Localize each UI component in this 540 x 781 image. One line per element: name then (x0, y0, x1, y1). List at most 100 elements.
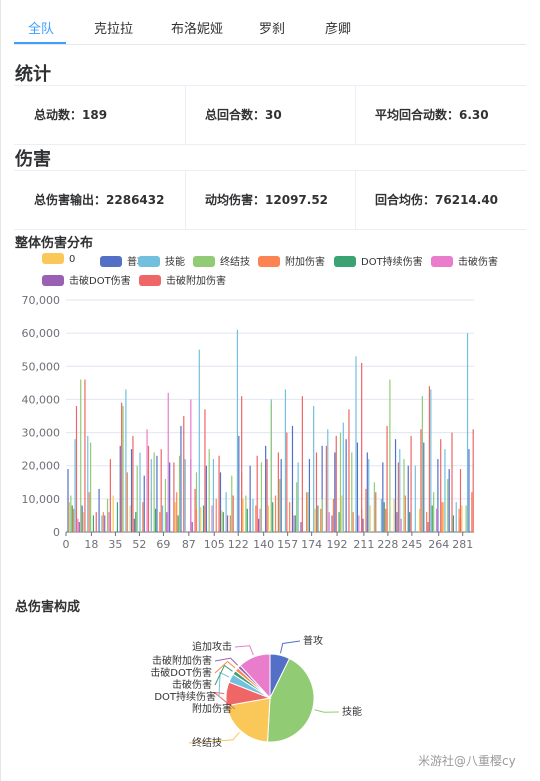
bar (409, 512, 411, 532)
bar (472, 429, 474, 532)
tab-team[interactable]: 全队 (28, 22, 55, 37)
bar (448, 469, 450, 532)
tab-bronya[interactable]: 布洛妮娅 (171, 22, 224, 37)
bar (198, 349, 200, 532)
bar (109, 459, 111, 532)
legend-item[interactable]: 终结技 (193, 253, 250, 268)
bar (289, 502, 291, 532)
bar (195, 472, 198, 532)
bar (327, 429, 329, 532)
bar (361, 362, 363, 532)
stat-value: 6.30 (459, 108, 489, 122)
bar (174, 502, 176, 532)
bar (279, 478, 281, 532)
watermark: 米游社@八重樱cy (418, 754, 516, 768)
bar (116, 502, 119, 532)
bar (423, 442, 425, 532)
bar (383, 502, 385, 532)
bar (258, 518, 260, 532)
bar (180, 425, 182, 532)
pie-label: 追加攻击 (192, 640, 232, 653)
bar (471, 492, 473, 532)
x-tick-label: 69 (156, 538, 170, 551)
bar (242, 498, 244, 532)
legend-item[interactable]: DOT持续伤害 (334, 253, 423, 268)
bar (173, 462, 175, 532)
stat-label: 总回合数： (205, 108, 266, 122)
bar (348, 409, 350, 532)
bar (139, 452, 141, 532)
bar (430, 389, 432, 532)
bar (73, 508, 75, 532)
legend-item[interactable]: 0 (42, 253, 75, 265)
legend-label: 终结技 (220, 257, 250, 268)
x-tick-label: 52 (132, 538, 146, 551)
tab-clara[interactable]: 克拉拉 (94, 22, 134, 37)
bar (78, 522, 80, 532)
legend-item[interactable]: 击破伤害 (431, 253, 498, 268)
pie-label: DOT持续伤害 (154, 690, 216, 703)
bar (334, 452, 336, 532)
bar (121, 402, 123, 532)
pie-slice[interactable] (239, 653, 271, 700)
bar (466, 333, 469, 532)
bar (255, 505, 257, 532)
bar (215, 498, 217, 532)
bar (335, 435, 337, 532)
bar (332, 498, 335, 532)
bar (256, 455, 258, 532)
x-tick-label: 157 (277, 538, 298, 551)
bar (88, 492, 90, 532)
bar (191, 522, 193, 532)
bar (455, 502, 457, 532)
bar (177, 515, 179, 532)
bar (300, 522, 302, 532)
legend-item[interactable]: 附加伤害 (258, 253, 325, 268)
bar (418, 508, 421, 532)
character-tabs: 全队 克拉拉 布洛妮娅 罗刹 彦卿 (14, 10, 526, 45)
stat-value: 189 (82, 108, 108, 122)
bar (202, 505, 205, 532)
stat-value: 2286432 (106, 193, 165, 207)
bar (159, 512, 161, 532)
pie-slice[interactable] (226, 697, 271, 743)
bar (393, 498, 395, 532)
bar (178, 455, 181, 532)
pie-label: 终结技 (192, 736, 222, 749)
legend-swatch (258, 256, 280, 267)
legend-item[interactable]: 技能 (138, 253, 185, 268)
bar (218, 455, 220, 532)
stat-total-damage: 总伤害输出：2286432 (14, 171, 186, 229)
bar (294, 515, 296, 532)
bar-chart: 0 10,000 20,000 30,000 40,000 50,000 60,000 70,… (22, 294, 474, 551)
bar (331, 515, 333, 532)
bar (313, 406, 315, 532)
tab-yanqing[interactable]: 彦卿 (325, 22, 352, 37)
stat-total-rounds: 总回合数：30 (185, 86, 356, 144)
bar (459, 469, 462, 532)
legend-item[interactable]: 普攻 (100, 253, 147, 268)
pie-label-line (214, 664, 233, 686)
pie-slice[interactable] (266, 657, 315, 743)
pie-label-line (214, 657, 239, 666)
legend-item[interactable]: 击破附加伤害 (139, 272, 226, 287)
bar (306, 492, 308, 532)
bar (386, 425, 388, 532)
tab-luocha[interactable]: 罗刹 (259, 22, 286, 37)
bar (274, 495, 277, 532)
legend-item[interactable]: 击破DOT伤害 (42, 272, 131, 287)
bar (428, 386, 431, 532)
bar (143, 475, 145, 532)
bar (208, 449, 210, 532)
bar (315, 452, 318, 532)
bar (82, 512, 85, 532)
bar (226, 515, 229, 532)
bar (382, 462, 384, 532)
bar (241, 396, 243, 532)
pie-label-line (234, 645, 254, 656)
x-tick-label: 174 (301, 538, 322, 551)
pie-label: 技能 (342, 705, 362, 718)
bar (301, 396, 303, 532)
bar (458, 508, 460, 532)
legend-swatch (139, 275, 161, 286)
